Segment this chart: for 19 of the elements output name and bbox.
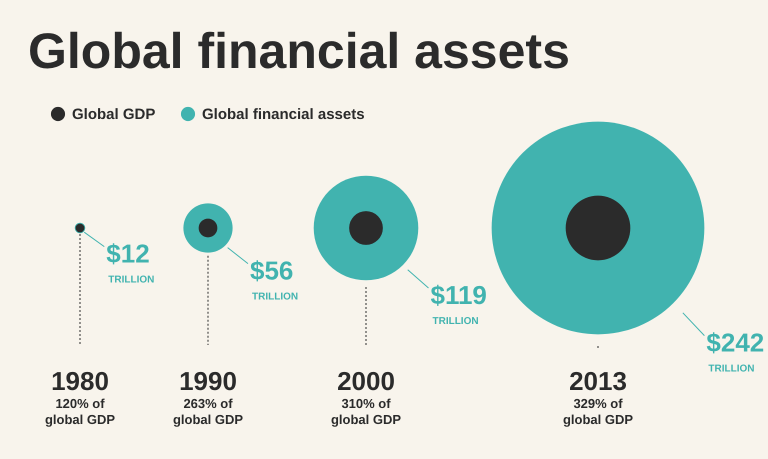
text: TRILLION [252,292,298,303]
text: TRILLION [108,274,154,286]
category-label: 2000 [337,366,395,396]
text: TRILLION [432,316,479,328]
legend-label: Global financial assets [202,106,365,123]
category-label: 1990 [179,366,237,396]
legend-label: Global GDP [72,106,156,123]
data-label: $12 [106,238,150,269]
data-label: 120% of global GDP [44,396,116,427]
data-label: $119 [430,280,487,310]
data-label: $56 [250,256,294,286]
text: Global financial assets [28,23,570,79]
data-label: 263% of global GDP [172,396,244,427]
category-label: 1980 [51,366,109,396]
category-label: 2013 [569,366,627,396]
data-label: $242 [706,328,764,358]
data-label: 329% of global GDP [562,396,634,427]
text: TRILLION [708,364,755,375]
data-label: 310% of global GDP [330,396,402,427]
